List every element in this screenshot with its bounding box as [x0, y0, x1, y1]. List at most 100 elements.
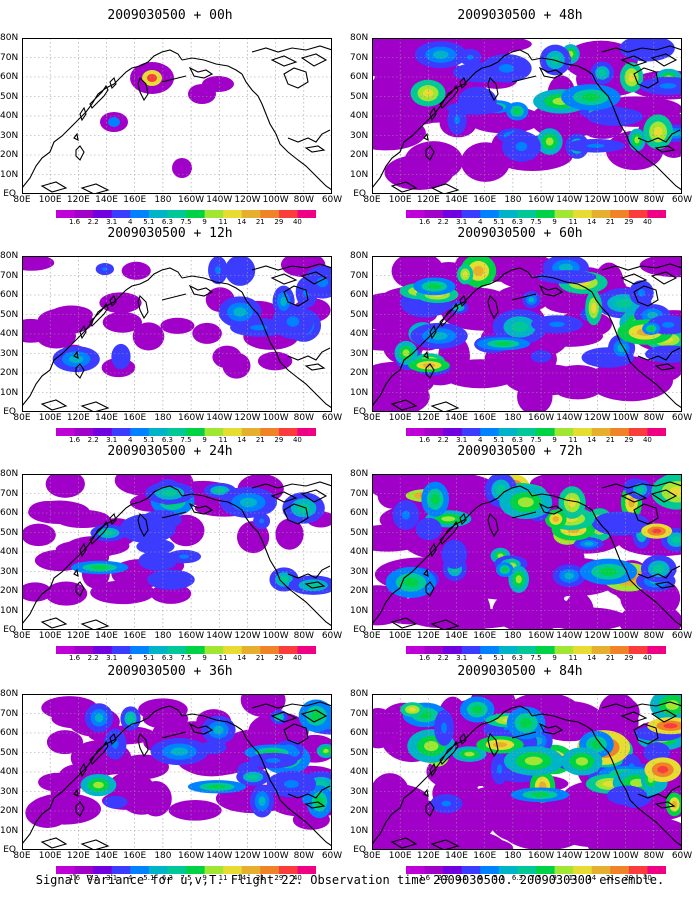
- colorbar-label: 6.3: [161, 218, 173, 226]
- variance-map: [372, 474, 682, 630]
- variance-map: [22, 256, 332, 412]
- coastline: [188, 284, 214, 297]
- variance-contour: [420, 811, 488, 838]
- colorbar-label: 21: [255, 874, 265, 882]
- variance-contour: [531, 792, 549, 797]
- colorbar-label: 29: [274, 874, 284, 882]
- variance-contour: [505, 364, 585, 396]
- variance-map: [22, 474, 332, 630]
- coastline: [469, 267, 533, 297]
- longitude-label: 100W: [262, 851, 289, 861]
- colorbar-label: 40: [292, 874, 302, 882]
- longitude-label: 180: [154, 631, 172, 641]
- longitude-label: 160W: [178, 413, 205, 423]
- longitude-label: 140W: [206, 851, 233, 861]
- variance-contour: [424, 525, 433, 533]
- colorbar-label: 9: [552, 874, 557, 882]
- coastline: [654, 145, 676, 153]
- colorbar-label: 5.1: [493, 218, 505, 226]
- coastline: [283, 67, 309, 89]
- variance-contour: [498, 64, 514, 73]
- coastline: [459, 512, 467, 526]
- colorbar-label: 6.3: [511, 218, 523, 226]
- colorbar-label: 3.1: [456, 654, 468, 662]
- variance-contour: [118, 352, 124, 361]
- longitude-label: 80W: [293, 631, 314, 641]
- coastline: [188, 66, 214, 79]
- colorbar-label: 21: [605, 874, 615, 882]
- variance-contour: [276, 715, 282, 720]
- colorbar-label: 3.1: [456, 874, 468, 882]
- colorbar-label: 2.2: [437, 436, 449, 444]
- coastline: [79, 324, 87, 340]
- colorbar-label: 7.5: [180, 654, 192, 662]
- colorbar-label: 11: [568, 436, 578, 444]
- map-frame: [372, 256, 682, 412]
- longitude-label: 100E: [38, 631, 62, 641]
- coastline: [75, 145, 85, 161]
- longitude-label: 80E: [363, 631, 381, 641]
- colorbar-label: 5.1: [143, 218, 155, 226]
- latitude-label: 30N: [350, 566, 369, 577]
- colorbar-label: 5.1: [493, 654, 505, 662]
- coastline: [119, 705, 183, 735]
- coastline: [251, 263, 332, 271]
- variance-contour: [401, 510, 410, 520]
- colorbar-swatch: [461, 428, 481, 436]
- map-frame: [22, 38, 332, 194]
- variance-contour: [611, 519, 629, 528]
- latitude-label: 80N: [350, 689, 369, 699]
- variance-contour: [617, 343, 626, 353]
- colorbar-swatch: [536, 646, 556, 654]
- latitude-label: 60N: [0, 290, 19, 300]
- longitude-label: 120W: [234, 413, 261, 423]
- colorbar-label: 1.6: [68, 436, 81, 444]
- colorbar-swatch: [498, 646, 518, 654]
- colorbar-swatch: [241, 866, 261, 874]
- colorbar-swatch: [260, 428, 280, 436]
- colorbar-label: 21: [605, 436, 615, 444]
- latitude-label: 70N: [350, 52, 369, 63]
- colorbar-label: 6.3: [161, 654, 173, 662]
- longitude-label: 160W: [178, 631, 205, 641]
- latitude-label: 10N: [0, 605, 19, 616]
- coastline: [650, 709, 678, 723]
- coastline: [459, 76, 467, 90]
- variance-contour: [214, 265, 221, 275]
- map-frame: [22, 694, 332, 850]
- variance-contour: [497, 764, 503, 774]
- longitude-label: 60W: [671, 631, 693, 641]
- variance-contour: [492, 742, 508, 748]
- colorbar-label: 2.2: [87, 654, 99, 662]
- colorbar-label: 3.1: [106, 218, 118, 226]
- colorbar-swatch: [591, 210, 611, 218]
- colorbar-label: 2.2: [437, 218, 449, 226]
- variance-contour: [433, 50, 449, 59]
- variance-contour: [259, 518, 265, 524]
- coastline: [40, 617, 68, 629]
- variance-contour: [661, 321, 675, 328]
- colorbar-swatch: [443, 646, 463, 654]
- coastline: [531, 57, 593, 75]
- coastline: [650, 489, 678, 503]
- longitude-label: 180: [154, 195, 172, 205]
- coastline: [511, 293, 537, 301]
- variance-contour: [102, 311, 143, 333]
- colorbar-swatch: [204, 646, 224, 654]
- coastline: [79, 542, 87, 558]
- variance-contour: [502, 567, 508, 572]
- coastline: [75, 363, 85, 379]
- longitude-label: 80W: [643, 195, 664, 205]
- variance-contour: [45, 474, 85, 498]
- latitude-label: 10N: [0, 169, 19, 180]
- longitude-label: 60W: [321, 631, 343, 641]
- colorbar-label: 6.3: [511, 436, 523, 444]
- longitude-label: 80W: [643, 631, 664, 641]
- colorbar-swatch: [111, 210, 131, 218]
- longitude-label: 120W: [584, 413, 611, 423]
- variance-contour: [162, 489, 177, 497]
- colorbar-swatch: [204, 428, 224, 436]
- variance-contour: [215, 488, 225, 493]
- coastline: [109, 76, 117, 90]
- colorbar-label: 7.5: [530, 654, 542, 662]
